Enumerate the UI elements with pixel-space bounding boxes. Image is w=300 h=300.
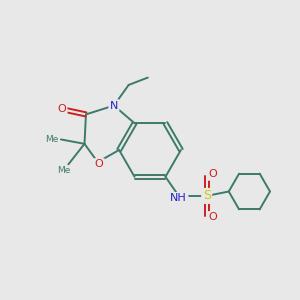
Text: NH: NH <box>170 193 187 203</box>
Text: Me: Me <box>45 135 59 144</box>
Text: Me: Me <box>57 167 70 176</box>
Text: S: S <box>203 189 211 203</box>
Text: N: N <box>110 100 118 111</box>
Text: O: O <box>57 103 66 113</box>
Text: O: O <box>209 212 218 222</box>
Text: O: O <box>209 169 218 179</box>
Text: O: O <box>95 159 103 170</box>
